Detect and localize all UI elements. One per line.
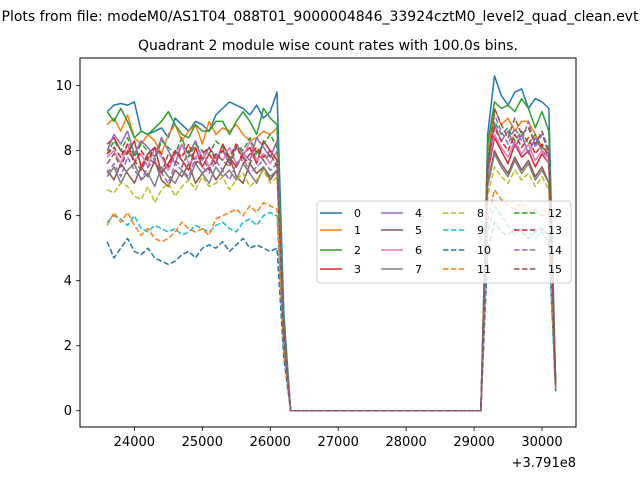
legend-box [316, 200, 572, 284]
y-tick-label-0: 0 [64, 404, 72, 419]
series-line-15 [106, 107, 557, 412]
legend-label-10: 10 [477, 244, 491, 257]
legend-label-1: 1 [354, 224, 361, 237]
legend-label-5: 5 [415, 224, 422, 237]
x-tick-label-26000: 26000 [250, 435, 291, 450]
x-axis: 24000 25000 26000 27000 28000 29000 30000 [114, 427, 563, 450]
chart-title: Quadrant 2 module wise count rates with … [138, 38, 518, 54]
legend-label-4: 4 [415, 207, 422, 220]
legend-label-2: 2 [354, 244, 361, 257]
y-tick-label-8: 8 [64, 144, 72, 159]
legend-label-14: 14 [548, 244, 562, 257]
suptitle: Plots from file: modeM0/AS1T04_088T01_90… [2, 9, 639, 25]
y-tick-label-6: 6 [64, 209, 72, 224]
y-tick-label-10: 10 [55, 79, 72, 94]
x-tick-label-28000: 28000 [385, 435, 426, 450]
legend-label-6: 6 [415, 244, 422, 257]
plot-lines [106, 75, 557, 412]
legend-label-3: 3 [354, 263, 361, 276]
legend-label-13: 13 [548, 224, 562, 237]
x-tick-label-29000: 29000 [453, 435, 494, 450]
y-axis: 0 2 4 6 8 10 [55, 79, 80, 419]
x-offset-label: +3.791e8 [512, 456, 576, 471]
x-tick-label-27000: 27000 [318, 435, 359, 450]
x-tick-label-24000: 24000 [114, 435, 155, 450]
x-tick-label-30000: 30000 [521, 435, 562, 450]
legend-label-9: 9 [477, 224, 484, 237]
legend-label-8: 8 [477, 207, 484, 220]
legend-label-15: 15 [548, 263, 562, 276]
y-tick-label-2: 2 [64, 339, 72, 354]
legend-label-0: 0 [354, 207, 361, 220]
legend-label-11: 11 [477, 263, 491, 276]
y-tick-label-4: 4 [64, 274, 72, 289]
x-tick-label-25000: 25000 [182, 435, 223, 450]
axes-frame [79, 57, 577, 428]
legend-label-12: 12 [548, 207, 562, 220]
series-line-11 [106, 188, 557, 412]
legend-label-7: 7 [415, 263, 422, 276]
